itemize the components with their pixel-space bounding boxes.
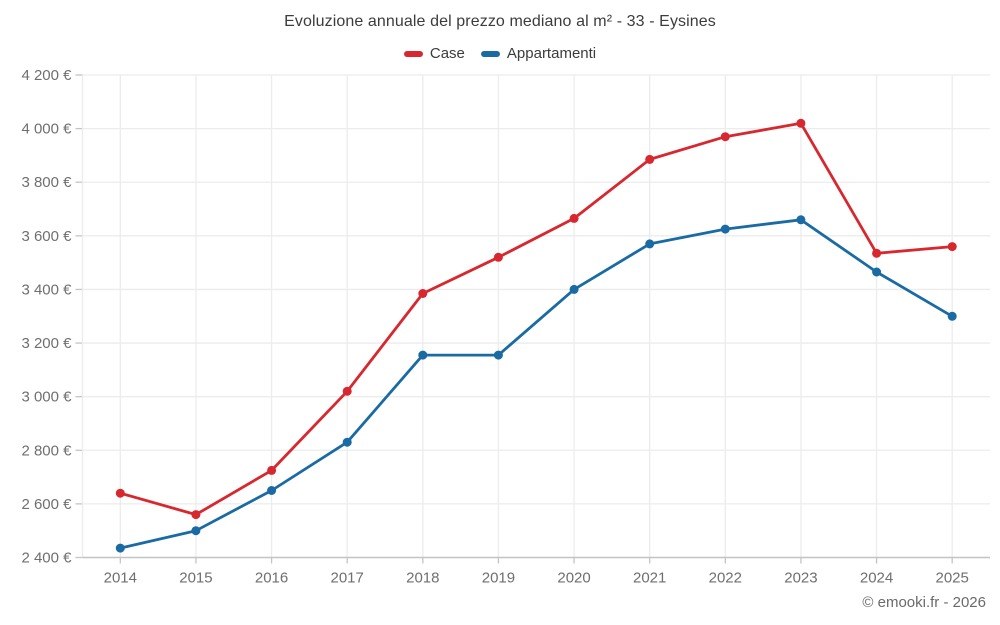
series-line-case (118, 121, 954, 516)
y-axis-label: 3 200 € (21, 335, 72, 352)
data-point-appartamenti-2025[interactable] (947, 311, 957, 321)
legend-item-appartamenti[interactable]: Appartamenti (480, 45, 597, 62)
data-point-appartamenti-2021[interactable] (645, 239, 655, 249)
y-axis-label: 3 600 € (21, 228, 72, 245)
data-point-case-2021[interactable] (645, 154, 655, 164)
legend-swatch-appartamenti-icon (480, 50, 500, 57)
data-point-appartamenti-2016[interactable] (267, 486, 277, 495)
chart-title: Evoluzione annuale del prezzo mediano al… (284, 13, 716, 30)
legend-label-appartamenti: Appartamenti (506, 45, 597, 62)
y-axis-label: 3 000 € (21, 389, 72, 406)
x-axis-label: 2018 (406, 570, 439, 587)
y-axis-label: 2 400 € (21, 550, 72, 567)
x-axis-label: 2022 (709, 570, 742, 587)
data-point-appartamenti-2017[interactable] (342, 437, 352, 447)
legend-label-case: Case (429, 45, 465, 62)
x-axis-label: 2021 (633, 570, 666, 587)
x-axis-label: 2017 (331, 570, 364, 587)
data-point-case-2025[interactable] (947, 242, 957, 252)
y-axis-label: 3 400 € (21, 281, 72, 298)
data-point-appartamenti-2024[interactable] (872, 267, 882, 277)
data-point-case-2016[interactable] (267, 465, 277, 475)
data-point-case-2023[interactable] (796, 118, 806, 128)
x-axis-label: 2024 (860, 570, 893, 587)
data-point-case-2015[interactable] (191, 510, 201, 520)
x-axis-label: 2014 (104, 570, 137, 587)
data-point-case-2018[interactable] (418, 289, 428, 298)
data-point-case-2019[interactable] (493, 252, 503, 262)
copyright-credit: © emooki.fr - 2026 (862, 594, 986, 611)
x-axis-label: 2020 (557, 570, 590, 587)
x-axis-label: 2015 (179, 570, 212, 587)
series-line-appartamenti (118, 218, 954, 550)
data-point-case-2020[interactable] (569, 213, 579, 223)
data-point-case-2024[interactable] (872, 248, 882, 258)
x-axis-label: 2016 (255, 570, 288, 587)
y-axis-label: 2 800 € (21, 442, 72, 459)
data-point-appartamenti-2023[interactable] (796, 215, 806, 225)
x-axis-label: 2019 (482, 570, 515, 587)
data-point-appartamenti-2014[interactable] (115, 543, 125, 553)
data-point-case-2014[interactable] (115, 488, 125, 498)
legend-swatch-case-icon (403, 50, 423, 57)
data-point-appartamenti-2022[interactable] (720, 224, 730, 234)
y-axis-label: 4 200 € (21, 67, 72, 84)
y-axis-label: 4 000 € (21, 121, 72, 138)
x-axis-label: 2025 (936, 570, 969, 587)
data-point-appartamenti-2015[interactable] (191, 526, 201, 536)
data-point-appartamenti-2018[interactable] (418, 350, 428, 360)
y-axis-label: 3 800 € (21, 174, 72, 191)
data-point-appartamenti-2020[interactable] (569, 284, 579, 294)
data-point-case-2022[interactable] (720, 132, 730, 142)
x-axis-label: 2023 (784, 570, 817, 587)
data-point-case-2017[interactable] (342, 386, 352, 396)
legend-item-case[interactable]: Case (403, 45, 465, 62)
chart-legend: Case Appartamenti (0, 45, 1000, 62)
data-point-appartamenti-2019[interactable] (493, 350, 503, 360)
y-axis-label: 2 600 € (21, 496, 72, 513)
